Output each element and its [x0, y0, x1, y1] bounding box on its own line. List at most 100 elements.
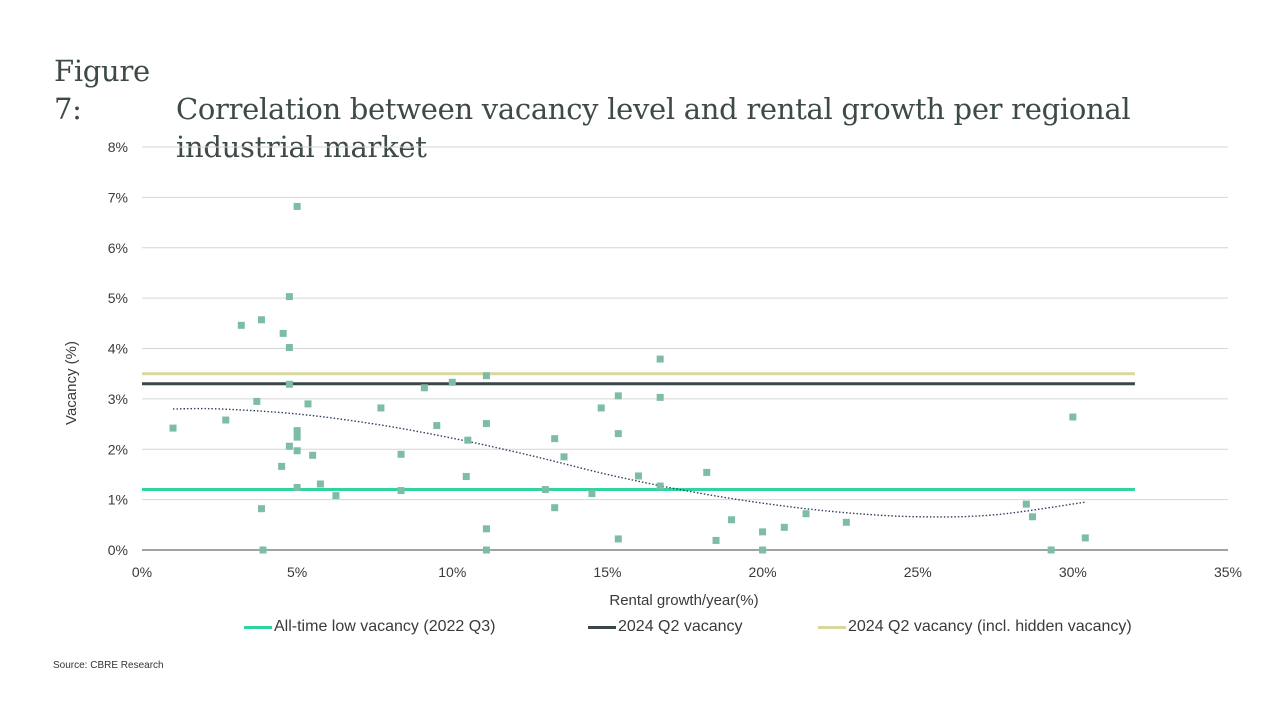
- data-point: [304, 400, 312, 408]
- data-point: [551, 504, 559, 512]
- data-point: [759, 528, 767, 536]
- data-point: [462, 472, 470, 480]
- data-point: [1069, 413, 1077, 421]
- trendline: [173, 407, 1086, 518]
- y-tick-label: 8%: [108, 139, 128, 155]
- reference-lines: [142, 372, 1135, 492]
- x-tick-label: 10%: [438, 564, 466, 580]
- data-point: [482, 546, 490, 554]
- data-point: [482, 372, 490, 380]
- legend-item-q2-hidden-vacancy: 2024 Q2 vacancy (incl. hidden vacancy): [818, 618, 1132, 636]
- data-point: [397, 487, 405, 495]
- y-axis-label: Vacancy (%): [63, 341, 80, 425]
- y-tick-label: 7%: [108, 189, 128, 205]
- y-tick-label: 1%: [108, 492, 128, 508]
- data-point: [285, 343, 293, 351]
- data-point: [464, 436, 472, 444]
- x-tick-label: 5%: [287, 564, 307, 580]
- figure-number: Figure 7:: [54, 54, 150, 126]
- data-point: [293, 484, 301, 492]
- data-point: [1029, 513, 1037, 521]
- data-point: [293, 433, 301, 441]
- legend-label-q2-vacancy: 2024 Q2 vacancy: [618, 618, 743, 635]
- data-point: [482, 420, 490, 428]
- data-point: [253, 397, 261, 405]
- data-point: [614, 392, 622, 400]
- source-note: Source: CBRE Research: [53, 660, 164, 671]
- y-tick-label: 5%: [108, 290, 128, 306]
- data-point: [656, 393, 664, 401]
- data-point: [614, 535, 622, 543]
- y-tick-label: 6%: [108, 240, 128, 256]
- x-tick-label: 30%: [1059, 564, 1087, 580]
- x-tick-label: 0%: [132, 564, 152, 580]
- legend-label-all-time-low: All-time low vacancy (2022 Q3): [274, 618, 496, 635]
- data-point: [377, 404, 385, 412]
- x-tick-labels: 0% 5% 10% 15% 20% 25% 30% 35%: [132, 564, 1242, 580]
- data-point: [309, 451, 317, 459]
- y-tick-label: 2%: [108, 441, 128, 457]
- data-point: [278, 462, 286, 470]
- legend-swatch-q2-vacancy: [588, 625, 616, 629]
- x-tick-label: 35%: [1214, 564, 1242, 580]
- data-point: [279, 329, 287, 337]
- data-point: [712, 536, 720, 544]
- trendline-group: [173, 407, 1086, 518]
- legend-label-q2-hidden-vacancy: 2024 Q2 vacancy (incl. hidden vacancy): [848, 618, 1132, 635]
- data-point: [482, 525, 490, 533]
- data-point: [332, 492, 340, 500]
- data-point: [551, 435, 559, 443]
- y-tick-label: 0%: [108, 542, 128, 558]
- data-point: [169, 424, 177, 432]
- data-point: [293, 427, 301, 435]
- data-point: [293, 447, 301, 455]
- data-point: [448, 378, 456, 386]
- legend-item-all-time-low: All-time low vacancy (2022 Q3): [244, 618, 495, 636]
- data-point: [656, 355, 664, 363]
- data-point: [222, 416, 230, 424]
- x-tick-label: 20%: [749, 564, 777, 580]
- figure-title: Figure 7: Correlation between vacancy lev…: [54, 52, 1174, 166]
- x-tick-label: 15%: [593, 564, 621, 580]
- data-point: [257, 316, 265, 324]
- legend-swatch-q2-hidden-vacancy: [818, 625, 846, 629]
- data-point: [285, 293, 293, 301]
- data-point: [759, 546, 767, 554]
- data-point: [588, 490, 596, 498]
- data-point: [1047, 546, 1055, 554]
- data-point: [703, 468, 711, 476]
- data-point: [285, 442, 293, 450]
- data-point: [420, 384, 428, 392]
- data-point: [802, 510, 810, 518]
- data-point: [397, 450, 405, 458]
- data-point: [259, 546, 267, 554]
- data-point: [316, 480, 324, 488]
- data-point: [634, 472, 642, 480]
- data-points: [169, 202, 1089, 554]
- x-tick-label: 25%: [904, 564, 932, 580]
- data-point: [780, 523, 788, 531]
- data-point: [614, 430, 622, 438]
- data-point: [237, 321, 245, 329]
- y-tick-label: 4%: [108, 341, 128, 357]
- data-point: [656, 482, 664, 490]
- data-point: [1022, 500, 1030, 508]
- legend-item-q2-vacancy: 2024 Q2 vacancy: [588, 618, 743, 636]
- grid-lines: [142, 146, 1228, 551]
- data-point: [560, 453, 568, 461]
- x-axis-label: Rental growth/year(%): [609, 592, 758, 609]
- data-point: [293, 202, 301, 210]
- legend-swatch-all-time-low: [244, 625, 272, 629]
- data-point: [1081, 534, 1089, 542]
- data-point: [541, 486, 549, 494]
- y-tick-label: 3%: [108, 391, 128, 407]
- data-point: [842, 518, 850, 526]
- data-point: [257, 505, 265, 513]
- data-point: [728, 516, 736, 524]
- data-point: [597, 404, 605, 412]
- y-tick-labels: 0% 1% 2% 3% 4% 5% 6% 7% 8%: [108, 139, 128, 558]
- data-point: [433, 422, 441, 430]
- data-point: [285, 380, 293, 388]
- figure-title-line-1: Correlation between vacancy level and re…: [176, 92, 1131, 126]
